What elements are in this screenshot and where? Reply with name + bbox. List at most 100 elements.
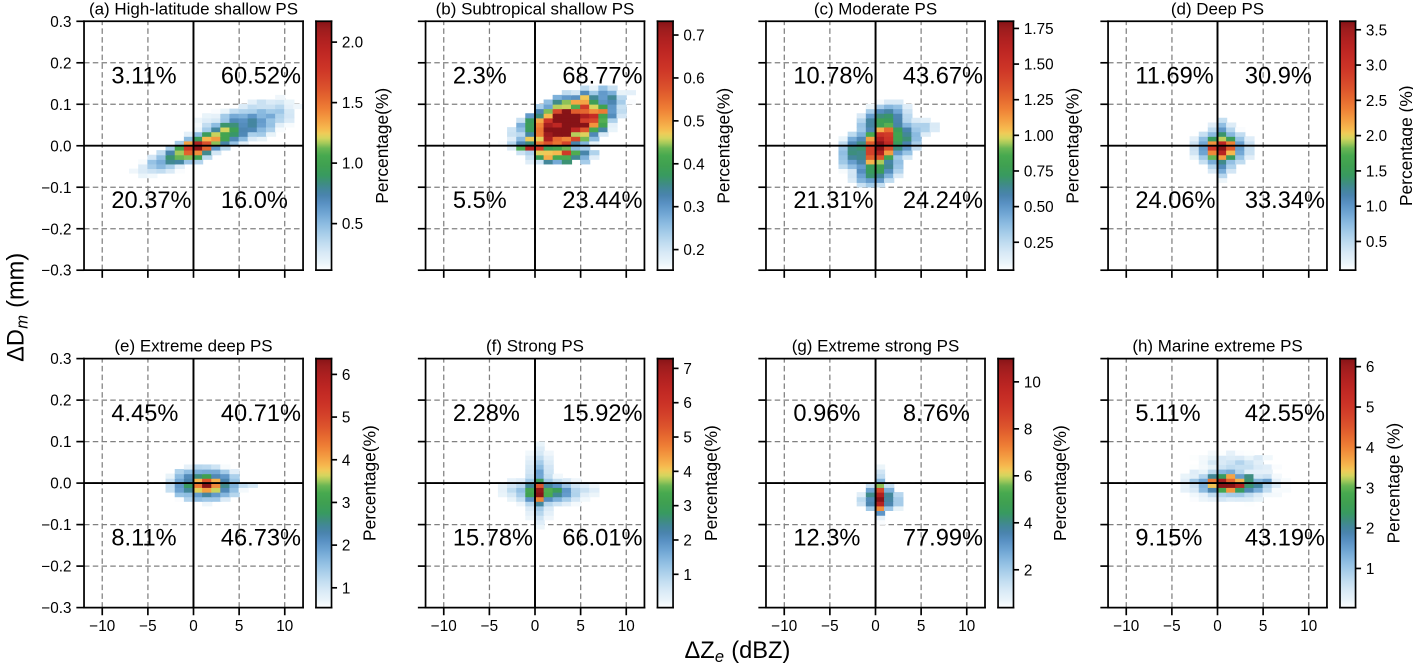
svg-text:Percentage(%): Percentage(%) [372,88,392,204]
svg-text:1.0: 1.0 [342,156,363,173]
svg-text:(c) Moderate PS: (c) Moderate PS [814,0,937,18]
svg-text:43.19%: 43.19% [1245,525,1325,551]
svg-text:8.11%: 8.11% [111,525,176,551]
svg-text:5.5%: 5.5% [453,188,507,214]
svg-text:15.78%: 15.78% [453,525,533,551]
svg-text:1.25: 1.25 [1024,92,1054,109]
svg-text:Percentage (%): Percentage (%) [1396,85,1413,206]
svg-text:2.28%: 2.28% [453,401,520,427]
svg-text:0: 0 [871,618,880,635]
svg-text:0.50: 0.50 [1024,199,1054,216]
svg-text:8.76%: 8.76% [903,401,970,427]
svg-text:68.77%: 68.77% [562,64,642,90]
svg-text:Percentage (%): Percentage (%) [1383,423,1403,544]
svg-text:−0.2: −0.2 [41,221,71,238]
svg-text:0: 0 [531,618,540,635]
svg-text:23.44%: 23.44% [562,188,642,214]
svg-text:−5: −5 [821,618,838,635]
svg-text:5: 5 [683,430,692,447]
svg-text:Percentage(%): Percentage(%) [359,425,379,541]
svg-text:0.96%: 0.96% [793,401,860,427]
svg-text:(b) Subtropical shallow PS: (b) Subtropical shallow PS [436,0,635,18]
svg-text:3: 3 [1366,480,1375,497]
svg-text:10: 10 [1300,618,1317,635]
svg-text:0.5: 0.5 [683,113,704,130]
svg-text:5: 5 [1259,618,1268,635]
svg-text:Δ Z ( d: Δ Z ( d B Z ) e [684,638,796,663]
svg-text:(a) High-latitude shallow PS: (a) High-latitude shallow PS [89,0,298,18]
svg-text:2: 2 [342,538,351,555]
svg-text:(f) Strong PS: (f) Strong PS [486,337,584,356]
svg-text:5: 5 [576,618,585,635]
svg-text:Percentage(%): Percentage(%) [1063,88,1083,204]
svg-text:12.3%: 12.3% [793,525,860,551]
svg-text:0: 0 [189,618,198,635]
svg-text:3.11%: 3.11% [111,64,176,90]
svg-text:0.4: 0.4 [683,156,705,173]
svg-text:24.06%: 24.06% [1135,188,1215,214]
svg-text:6: 6 [1366,359,1375,376]
svg-text:(g) Extreme strong PS: (g) Extreme strong PS [792,337,960,356]
svg-text:Δ D ( m: Δ D ( m m ) m [4,247,32,362]
svg-text:Percentage(%): Percentage(%) [1050,425,1070,541]
svg-text:46.73%: 46.73% [221,525,301,551]
svg-text:2.0: 2.0 [1366,128,1387,145]
svg-text:4: 4 [342,452,351,469]
svg-text:0.3: 0.3 [50,351,71,368]
svg-text:−10: −10 [89,618,115,635]
svg-text:66.01%: 66.01% [562,525,642,551]
svg-text:0.0: 0.0 [50,476,71,493]
svg-text:5: 5 [917,618,926,635]
svg-text:−0.3: −0.3 [41,600,71,617]
svg-text:1.00: 1.00 [1024,128,1054,145]
svg-text:−0.1: −0.1 [41,180,71,197]
svg-text:0.2: 0.2 [683,242,704,259]
svg-text:Percentage(%): Percentage(%) [714,88,734,204]
svg-text:10: 10 [1024,374,1041,391]
svg-text:0.2: 0.2 [50,393,71,410]
svg-text:24.24%: 24.24% [903,188,983,214]
svg-text:0.0: 0.0 [50,138,71,155]
svg-text:−10: −10 [1113,618,1139,635]
svg-text:30.9%: 30.9% [1245,64,1312,90]
svg-text:0.3: 0.3 [50,14,71,31]
svg-text:0.2: 0.2 [50,55,71,72]
svg-text:1.75: 1.75 [1024,21,1054,38]
svg-text:0: 0 [1213,618,1222,635]
svg-text:10.78%: 10.78% [793,64,873,90]
svg-text:1.5: 1.5 [342,95,363,112]
svg-text:40.71%: 40.71% [221,401,301,427]
svg-text:77.99%: 77.99% [903,525,983,551]
svg-text:33.34%: 33.34% [1245,188,1325,214]
svg-text:0.75: 0.75 [1024,164,1054,181]
svg-text:5: 5 [342,410,351,427]
svg-text:15.92%: 15.92% [562,401,642,427]
svg-text:21.31%: 21.31% [793,188,873,214]
svg-text:1: 1 [342,580,351,597]
svg-text:4: 4 [1366,440,1375,457]
svg-text:3: 3 [342,495,351,512]
svg-text:−10: −10 [771,618,797,635]
svg-text:−5: −5 [139,618,156,635]
svg-text:16.0%: 16.0% [221,188,288,214]
svg-text:10: 10 [276,618,293,635]
svg-text:3.5: 3.5 [1366,22,1387,39]
svg-text:10: 10 [958,618,975,635]
svg-text:5.11%: 5.11% [1135,401,1200,427]
svg-text:−0.2: −0.2 [41,559,71,576]
svg-text:0.25: 0.25 [1024,235,1054,252]
svg-text:0.1: 0.1 [50,97,71,114]
svg-text:43.67%: 43.67% [903,64,983,90]
svg-text:3.0: 3.0 [1366,58,1387,75]
svg-text:60.52%: 60.52% [221,64,301,90]
svg-text:0.6: 0.6 [683,70,704,87]
svg-text:5: 5 [235,618,244,635]
svg-text:5: 5 [1366,400,1375,417]
svg-text:9.15%: 9.15% [1135,525,1202,551]
svg-text:1.0: 1.0 [1366,199,1387,216]
svg-text:3: 3 [683,498,692,515]
svg-text:1.50: 1.50 [1024,57,1054,74]
svg-text:0.5: 0.5 [1366,234,1387,251]
svg-text:0.1: 0.1 [50,434,71,451]
svg-text:8: 8 [1024,421,1033,438]
